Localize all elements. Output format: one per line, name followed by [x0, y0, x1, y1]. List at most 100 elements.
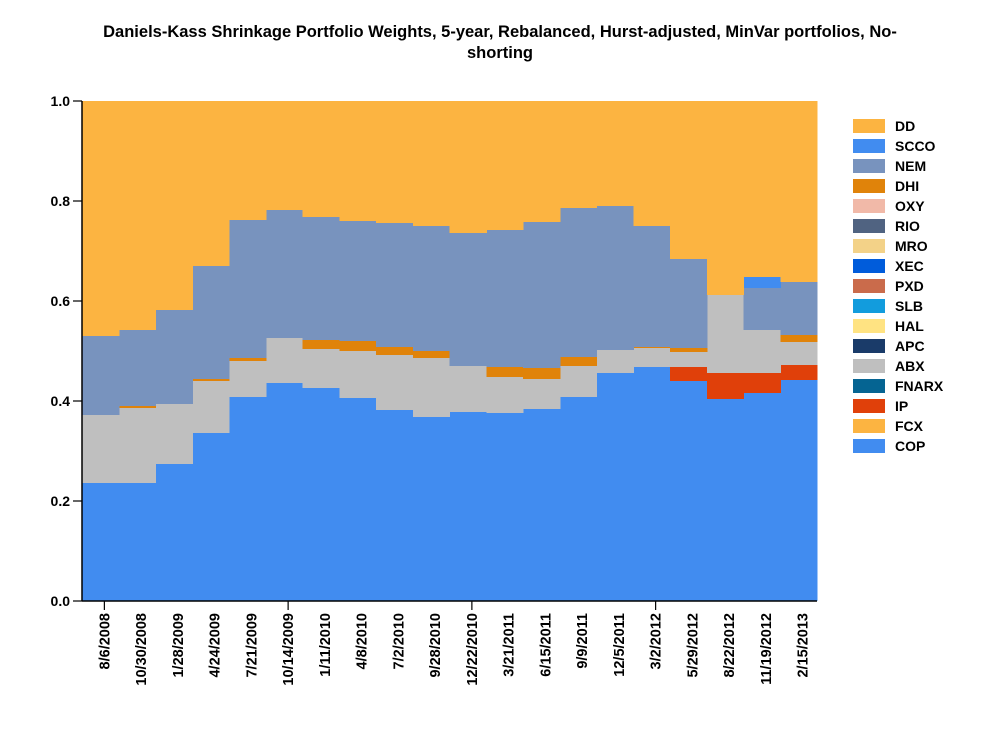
legend-label: SLB [895, 298, 923, 314]
chart-title-line-1: Daniels-Kass Shrinkage Portfolio Weights… [103, 23, 897, 41]
y-tick-label: 0.0 [51, 593, 71, 609]
area-segment-cop [412, 417, 451, 601]
area-segment-dhi [229, 358, 267, 361]
area-segment-dd [670, 101, 708, 259]
area-segment-dd [302, 101, 340, 217]
area-segment-dhi [486, 367, 524, 377]
area-segment-nem [229, 220, 267, 358]
legend-item-apc: APC [853, 336, 943, 356]
area-segment-nem [449, 233, 487, 366]
area-segment-nem [302, 217, 340, 340]
series-ip [670, 365, 818, 399]
legend-label: SCCO [895, 138, 936, 154]
area-segment-cop [596, 373, 634, 601]
area-segment-abx [449, 366, 487, 412]
y-tick-label: 0.6 [51, 293, 71, 309]
legend-swatch [853, 359, 885, 373]
x-tick-label: 9/28/2010 [428, 613, 444, 678]
legend-swatch [853, 339, 885, 353]
area-segment-dhi [633, 347, 671, 348]
x-tick-label: 6/15/2011 [538, 613, 554, 677]
area-segment-dhi [780, 335, 818, 342]
area-segment-cop [559, 397, 598, 601]
legend-label: APC [895, 338, 925, 354]
area-segment-cop [229, 397, 267, 601]
legend-label: OXY [895, 198, 925, 214]
legend-label: NEM [895, 158, 927, 174]
legend-label: DHI [895, 178, 920, 194]
legend-label: COP [895, 438, 926, 454]
legend-item-slb: SLB [853, 296, 943, 316]
area-segment-cop [780, 380, 818, 601]
area-segment-nem [670, 259, 708, 348]
area-segment-nem [633, 226, 671, 347]
area-segment-nem [523, 222, 561, 368]
legend-swatch [853, 279, 885, 293]
series-nem [82, 206, 818, 415]
legend-label: PXD [895, 278, 924, 294]
legend-swatch [853, 119, 885, 133]
legend-swatch [853, 259, 885, 273]
legend-label: HAL [895, 318, 924, 334]
area-segment-dd [339, 101, 377, 221]
legend-item-scco: SCCO [853, 136, 943, 156]
legend-item-nem: NEM [853, 156, 943, 176]
area-segment-nem [743, 288, 781, 330]
area-segment-abx [670, 352, 708, 367]
area-segment-nem [339, 221, 377, 341]
y-tick-label: 0.8 [51, 193, 71, 209]
area-segment-abx [743, 330, 781, 373]
area-segment-dd [780, 101, 818, 282]
area-segment-abx [118, 408, 157, 483]
legend-item-cop: COP [853, 436, 943, 456]
x-tick-label: 8/22/2012 [722, 613, 738, 678]
area-segment-abx [706, 295, 745, 373]
legend-swatch [853, 199, 885, 213]
legend-label: FNARX [895, 378, 944, 394]
plot-areas [82, 101, 818, 601]
area-segment-dd [486, 101, 524, 230]
area-segment-abx [339, 351, 377, 398]
area-segment-dhi [118, 406, 157, 408]
area-segment-abx [155, 404, 193, 464]
area-segment-nem [376, 223, 414, 347]
area-segment-dd [596, 101, 634, 206]
x-tick-label: 4/8/2010 [355, 613, 371, 669]
area-segment-abx [265, 338, 304, 383]
area-segment-ip [706, 373, 745, 399]
area-segment-cop [265, 383, 304, 601]
area-segment-dhi [523, 368, 561, 379]
legend-swatch [853, 379, 885, 393]
area-segment-cop [706, 399, 745, 601]
legend-swatch [853, 399, 885, 413]
area-segment-abx [376, 355, 414, 410]
area-segment-dd [633, 101, 671, 226]
y-tick-label: 1.0 [51, 93, 71, 109]
legend-label: XEC [895, 258, 924, 274]
area-segment-cop [339, 398, 377, 601]
area-segment-dhi [376, 347, 414, 355]
area-segment-dd [743, 101, 781, 277]
legend-label: ABX [895, 358, 925, 374]
area-segment-dd [192, 101, 230, 266]
x-tick-label: 9/9/2011 [575, 613, 591, 669]
x-tick-label: 8/6/2008 [97, 613, 113, 669]
area-segment-ip [670, 367, 708, 381]
series-dhi [118, 335, 818, 408]
area-segment-nem [486, 230, 524, 367]
area-segment-nem [412, 226, 451, 351]
area-segment-scco [743, 277, 781, 288]
axes [81, 101, 817, 602]
legend-swatch [853, 219, 885, 233]
x-tick-label: 5/29/2012 [685, 613, 701, 678]
area-segment-dd [118, 101, 157, 330]
legend-item-mro: MRO [853, 236, 943, 256]
area-segment-nem [559, 208, 598, 357]
area-segment-dd [229, 101, 267, 220]
legend-swatch [853, 239, 885, 253]
legend-item-dd: DD [853, 116, 943, 136]
legend-item-pxd: PXD [853, 276, 943, 296]
area-segment-dhi [302, 340, 340, 349]
area-segment-dhi [412, 351, 451, 358]
